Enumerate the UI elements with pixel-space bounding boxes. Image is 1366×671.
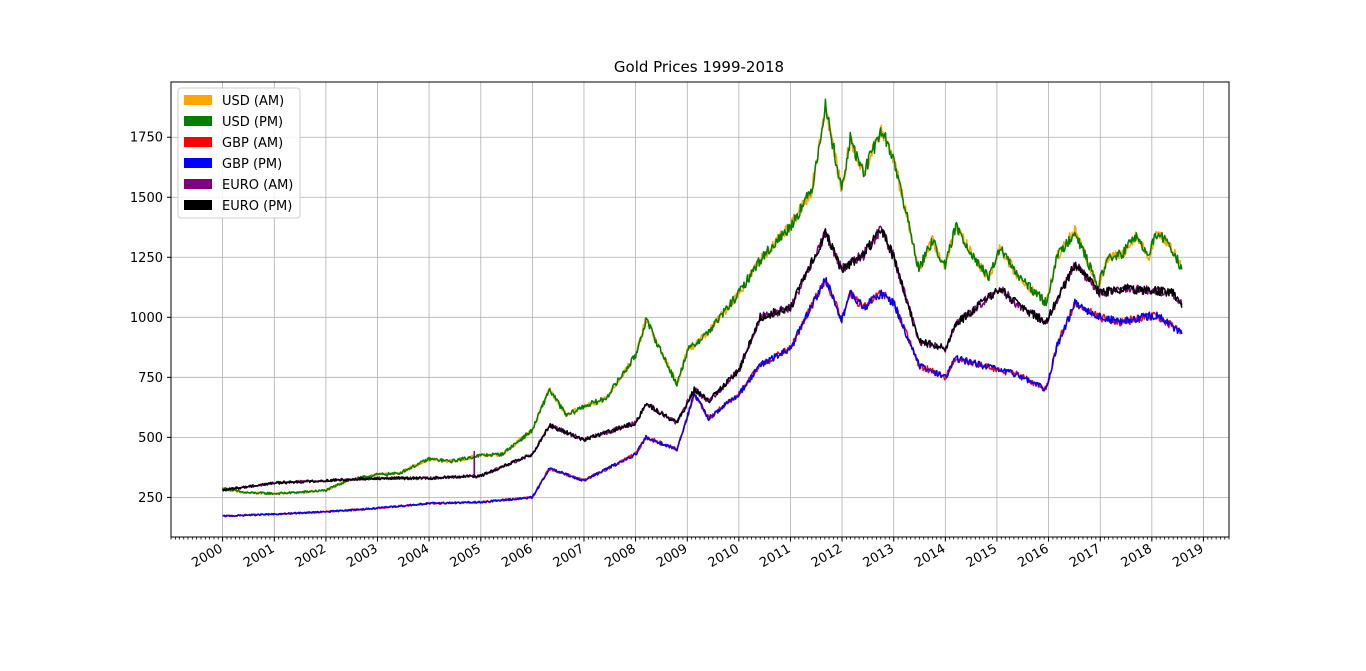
legend-swatch [184, 158, 212, 168]
series-lines [221, 98, 1183, 518]
legend-swatch [184, 200, 212, 210]
legend-entry: EURO (PM) [222, 199, 292, 214]
y-tick-label: 1500 [130, 191, 163, 206]
legend-entry: GBP (AM) [222, 136, 283, 151]
legend-entry: USD (PM) [222, 115, 283, 130]
series-line-gbp-pm [222, 276, 1183, 518]
legend-swatch [184, 116, 212, 126]
y-tick-label: 750 [138, 371, 163, 386]
chart-title: Gold Prices 1999-2018 [614, 58, 784, 76]
y-tick-label: 250 [138, 491, 163, 506]
legend-swatch [184, 179, 212, 189]
legend-entry: GBP (PM) [222, 157, 282, 172]
y-tick-label: 500 [138, 431, 163, 446]
legend: USD (AM) USD (PM) GBP (AM) GBP (PM) EURO (AM… [177, 87, 301, 219]
legend-swatch [184, 137, 212, 147]
y-tick-label: 1250 [130, 251, 163, 266]
legend-entry: EURO (AM) [222, 178, 293, 193]
y-tick-label: 1000 [130, 311, 163, 326]
series-line-euro-pm [221, 228, 1183, 492]
y-tick-label: 1750 [130, 131, 163, 146]
legend-entry: USD (AM) [222, 94, 284, 109]
legend-swatch [184, 95, 212, 105]
series-line-usd-pm [221, 98, 1183, 496]
